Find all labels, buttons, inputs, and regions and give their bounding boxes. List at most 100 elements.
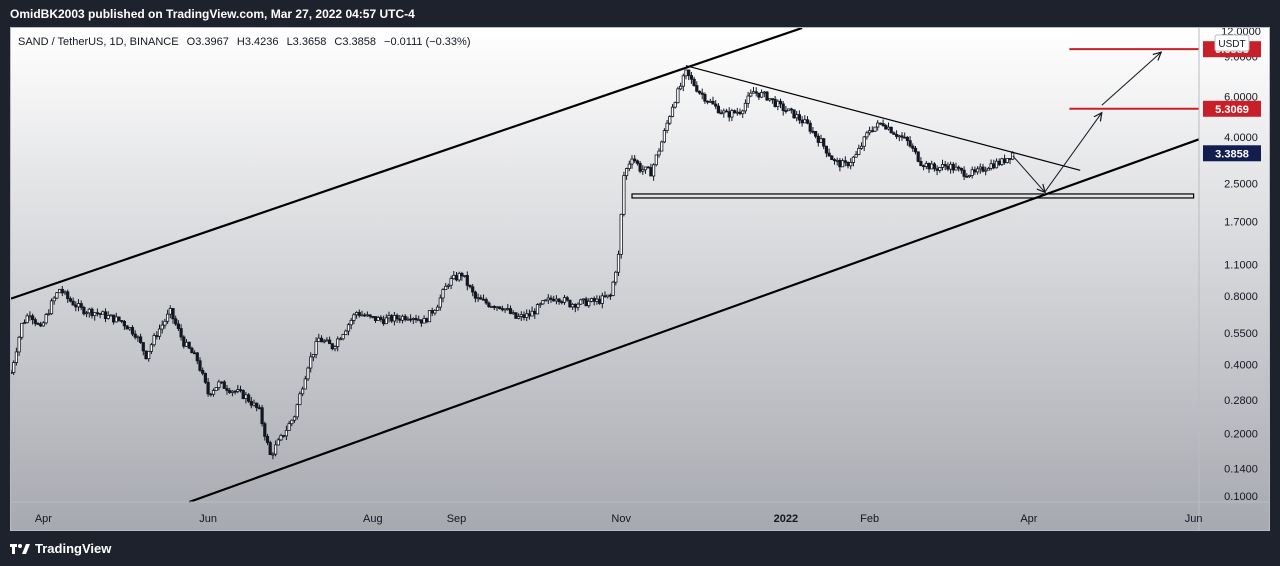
arrow-up-1[interactable] [1044,113,1102,192]
candle [981,163,985,173]
candle [468,284,472,289]
open-value: O3.3967 [186,36,229,48]
currency-badge[interactable]: USDT [1214,34,1250,52]
target-label-1: 5.3069 [1203,100,1261,117]
candle [908,136,912,148]
last-price-label: 3.3858 [1203,145,1261,162]
candle [368,314,372,319]
candle [33,317,37,327]
close-value: C3.3858 [334,36,376,48]
candle [676,86,680,104]
candle [441,288,445,303]
candle [446,283,451,289]
candle [138,333,143,344]
candle [873,126,877,133]
candle [865,130,869,140]
candle [689,72,694,84]
candle [932,162,937,172]
low-value: L3.3658 [286,36,327,48]
candle [630,155,634,169]
candle [854,150,858,158]
candle [66,289,70,303]
candle [460,271,464,281]
candle [876,120,880,131]
candle [58,288,62,294]
candle [41,321,46,327]
candle [473,290,478,303]
horizontal-support-line[interactable] [631,193,1195,199]
candle [986,166,991,171]
candle [457,271,461,282]
candle [654,154,658,167]
candle [851,155,856,167]
candle [741,109,745,119]
candle [959,167,964,174]
candle [611,280,615,297]
candle [746,91,750,108]
candle [333,345,337,352]
candle [276,437,280,446]
candle [357,309,361,318]
candle [614,270,618,286]
candle [241,389,245,400]
candle [859,142,864,150]
candle [384,314,388,325]
publish-info: OmidBK2003 published on TradingView.com,… [10,7,415,21]
candle [892,131,896,135]
candle [414,314,418,323]
candle [93,312,97,321]
candle [174,315,178,326]
price-tick-label: 0.8000 [1224,291,1258,303]
candle [984,166,988,176]
chart-area[interactable]: 12.0000 9.0000 6.0000 4.0000 2.5000 1.7000 1.1… [10,27,1270,531]
candle [673,101,677,109]
candle [716,103,721,114]
candle [179,324,183,341]
time-tick-label: Aug [363,513,383,525]
candle [635,159,640,166]
candle [778,98,783,109]
candle [638,160,642,174]
candle [730,108,734,122]
candle [549,295,553,303]
candle [849,158,853,170]
candle [295,403,299,420]
arrow-up-2[interactable] [1101,52,1161,106]
candle [149,342,153,355]
candle [703,92,707,104]
symbol-legend[interactable]: SAND / TetherUS, 1D, BINANCE O3.3967 H3.… [18,36,475,48]
price-tick-label: 6.0000 [1224,92,1258,104]
candle [203,372,207,385]
candle [916,151,920,163]
candle [668,115,672,126]
candle [319,335,324,343]
candle [508,305,513,315]
price-chart[interactable]: 12.00009.00006.00004.00002.50001.70001.1… [11,28,1269,530]
candle [881,119,885,127]
candle [484,297,488,305]
candle [619,213,623,259]
chart-background [11,28,1269,530]
lower-channel-line[interactable] [188,138,1200,504]
price-axis[interactable]: 12.00009.00006.00004.00002.50001.70001.1… [1221,28,1261,503]
time-axis[interactable]: Apr Jun Aug Sep Nov 2022 Feb Apr Jun [35,513,1203,525]
descending-resistance-line[interactable] [685,65,1081,171]
candle [327,336,332,345]
candle [25,313,29,324]
candle [195,351,199,365]
price-tick-label: 12.0000 [1221,28,1261,38]
arrow-down[interactable] [1012,155,1045,193]
candle [341,333,345,341]
candle [749,89,753,98]
tradingview-logo[interactable]: TradingView [10,541,111,556]
candle [760,89,764,99]
candle [662,128,667,144]
candle [765,90,769,101]
price-tick-label: 0.2000 [1224,428,1258,440]
candle [797,110,802,124]
candle [273,440,278,457]
time-tick-label: Jun [199,513,217,525]
candle [827,148,831,157]
candle [125,325,129,330]
upper-channel-line[interactable] [11,28,803,300]
